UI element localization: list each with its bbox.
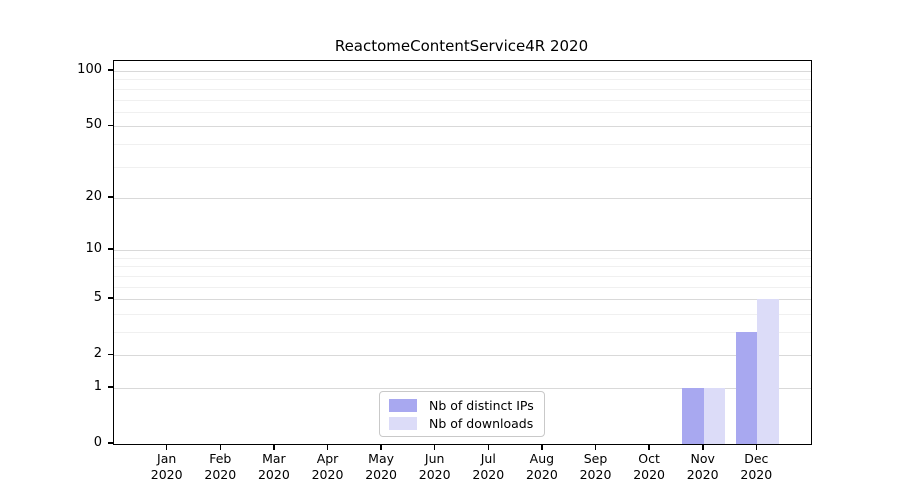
y-tick-mark	[108, 442, 113, 444]
y-tick-label: 1	[93, 379, 102, 394]
x-tick-label-line: 2020	[257, 467, 290, 482]
x-tick-label-line: Apr	[316, 451, 339, 466]
minor-gridline	[114, 111, 811, 113]
legend-swatch-1	[389, 416, 417, 430]
x-tick-mark	[433, 444, 436, 450]
y-tick-label: 10	[85, 241, 102, 257]
y-tick-label: 0	[93, 435, 102, 450]
minor-gridline	[114, 257, 811, 259]
x-tick-mark	[273, 444, 275, 450]
major-gridline	[114, 71, 811, 72]
x-tick-label-line: 2020	[740, 467, 773, 482]
x-tick-label-line: 2020	[204, 467, 237, 482]
x-tick-label: Sep 2020	[566, 451, 626, 483]
minor-gridline	[114, 286, 811, 288]
legend: Nb of distinct IPs Nb of downloads	[379, 391, 545, 437]
x-tick-mark	[594, 444, 597, 450]
bar-nb-of-distinct-ips-dec-2020	[735, 332, 758, 444]
x-tick-label-line: Mar	[262, 451, 286, 466]
x-tick-label-line: 2020	[472, 467, 505, 482]
y-tick-mark	[108, 248, 113, 250]
major-gridline	[114, 126, 811, 128]
minor-gridline	[114, 143, 811, 145]
x-tick-label: Jun 2020	[405, 451, 465, 483]
x-tick-label: Oct 2020	[619, 451, 679, 483]
chart-title: ReactomeContentService4R 2020	[334, 37, 589, 55]
x-tick-mark	[755, 444, 757, 450]
y-tick-label: 2	[93, 346, 102, 362]
x-tick-label-line: Jan	[157, 451, 177, 466]
minor-gridline	[114, 88, 811, 90]
x-tick-label-line: Jun	[424, 451, 445, 466]
minor-gridline	[114, 332, 811, 333]
x-tick-label-line: 2020	[686, 467, 719, 482]
x-tick-label: Aug 2020	[512, 451, 572, 483]
y-tick-label: 20	[85, 188, 102, 204]
bar-nb-of-distinct-ips-nov-2020	[682, 388, 704, 444]
minor-gridline	[114, 266, 811, 268]
x-tick-mark	[326, 444, 329, 450]
x-tick-label: Nov 2020	[673, 451, 733, 483]
y-tick-mark	[108, 69, 113, 71]
y-tick-mark	[108, 353, 113, 355]
legend-swatch-0	[389, 398, 417, 412]
x-tick-label-line: Dec	[744, 451, 769, 466]
x-tick-label: Mar 2020	[244, 451, 304, 483]
x-tick-label: Dec 2020	[726, 451, 786, 483]
major-gridline	[114, 299, 811, 301]
y-tick-label: 100	[77, 62, 102, 77]
x-tick-mark	[219, 444, 221, 450]
x-tick-label-line: 2020	[579, 467, 612, 482]
minor-gridline	[114, 79, 811, 81]
x-tick-label: Feb 2020	[190, 451, 250, 483]
x-tick-label: Jan 2020	[137, 451, 197, 483]
y-tick-label: 50	[85, 117, 102, 133]
major-gridline	[114, 355, 811, 357]
y-tick-mark	[108, 386, 113, 388]
x-tick-label-line: 2020	[365, 467, 397, 482]
x-tick-mark	[380, 444, 382, 450]
legend-item-distinct-ips: Nb of distinct IPs	[389, 397, 535, 413]
y-tick-mark	[108, 124, 113, 126]
major-gridline	[114, 388, 811, 389]
x-tick-label-line: 2020	[525, 467, 558, 482]
x-tick-label-line: May	[368, 451, 395, 466]
x-tick-mark	[165, 444, 168, 450]
x-tick-mark	[648, 444, 650, 450]
legend-item-downloads: Nb of downloads	[389, 415, 535, 431]
legend-label-0: Nb of distinct IPs	[429, 397, 534, 413]
x-tick-label-line: 2020	[311, 467, 344, 482]
x-tick-label-line: Oct	[638, 451, 660, 466]
major-gridline	[114, 197, 811, 199]
x-tick-label-line: Jul	[480, 451, 496, 466]
major-gridline	[114, 250, 811, 252]
bar-nb-of-downloads-dec-2020	[757, 299, 779, 444]
x-tick-label-line: Nov	[690, 451, 715, 466]
x-tick-label-line: 2020	[633, 467, 665, 482]
x-tick-label-line: 2020	[150, 467, 183, 482]
x-tick-label-line: 2020	[418, 467, 451, 482]
x-tick-label-line: Sep	[583, 451, 608, 466]
y-tick-label: 5	[93, 290, 102, 306]
bar-nb-of-downloads-nov-2020	[703, 388, 726, 444]
minor-gridline	[114, 275, 811, 277]
x-tick-label: Apr 2020	[298, 451, 358, 483]
x-tick-mark	[541, 444, 543, 450]
plot-area	[113, 60, 812, 445]
x-tick-mark	[487, 444, 490, 450]
x-tick-mark	[702, 444, 704, 450]
y-tick-mark	[108, 297, 113, 299]
legend-label-1: Nb of downloads	[429, 415, 534, 431]
x-tick-label-line: Feb	[209, 451, 232, 466]
minor-gridline	[114, 166, 811, 168]
y-tick-mark	[108, 196, 113, 198]
minor-gridline	[114, 313, 811, 315]
minor-gridline	[114, 99, 811, 101]
x-tick-label-line: Aug	[529, 451, 555, 466]
x-tick-label: Jul 2020	[458, 451, 518, 483]
x-tick-label: May 2020	[351, 451, 411, 483]
